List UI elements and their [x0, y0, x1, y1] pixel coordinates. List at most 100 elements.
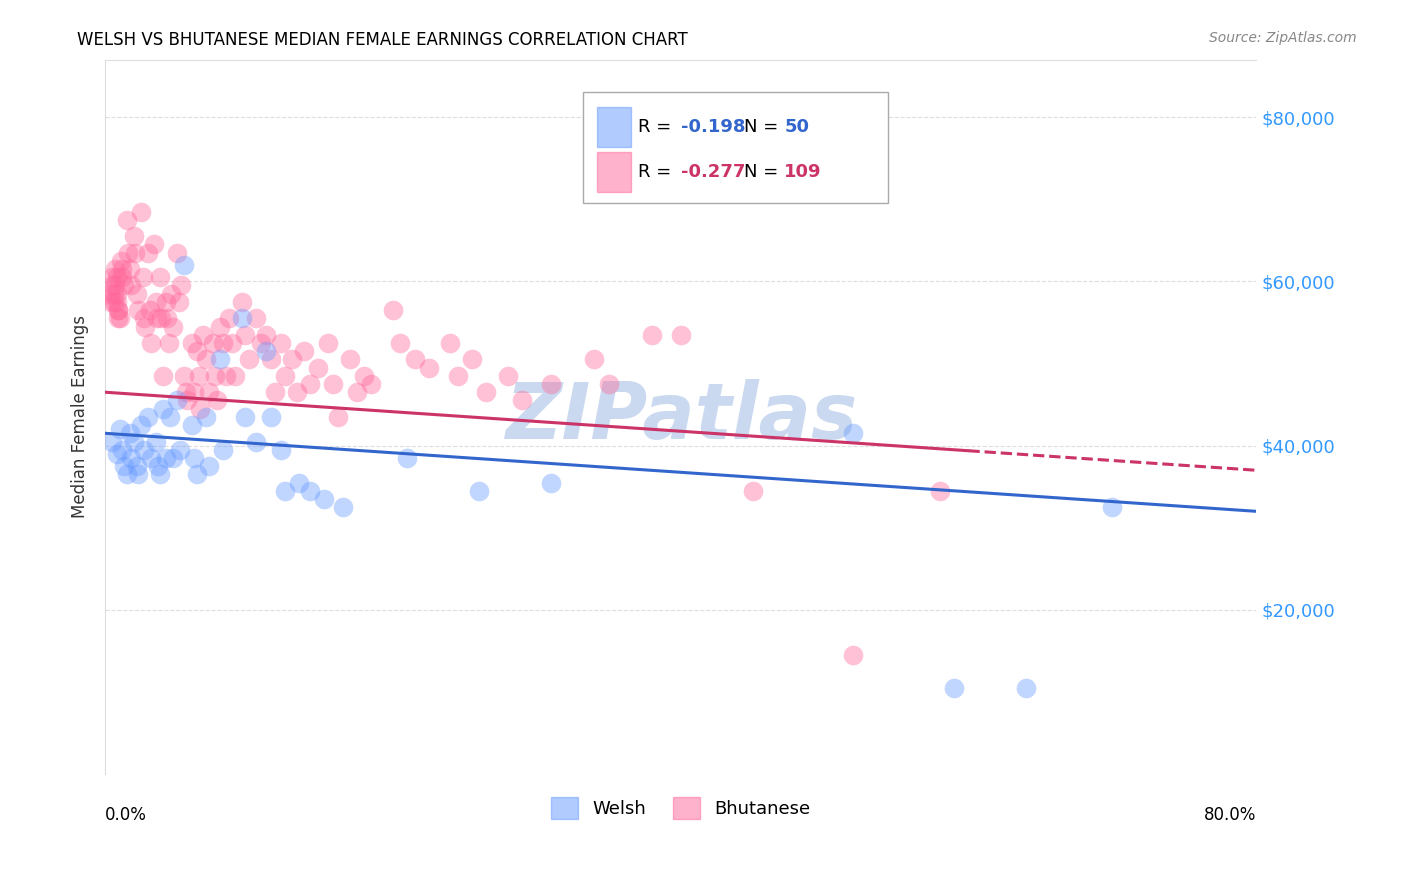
Point — [139, 303, 162, 318]
Point — [170, 278, 193, 293]
Text: 0.0%: 0.0% — [105, 806, 148, 824]
Point — [221, 335, 243, 350]
Point — [209, 319, 232, 334]
Point — [120, 278, 142, 293]
Point — [328, 409, 350, 424]
Text: 109: 109 — [785, 163, 821, 181]
Point — [156, 311, 179, 326]
Text: 50: 50 — [785, 119, 810, 136]
Point — [540, 475, 562, 490]
Point — [111, 262, 134, 277]
Point — [281, 352, 304, 367]
Point — [270, 335, 292, 350]
Point — [641, 327, 664, 342]
Point — [173, 258, 195, 272]
Point — [159, 409, 181, 424]
Text: -0.198: -0.198 — [681, 119, 745, 136]
Point — [146, 311, 169, 326]
Point — [339, 352, 361, 367]
Point — [118, 426, 141, 441]
Point — [360, 377, 382, 392]
Point — [298, 483, 321, 498]
Point — [669, 327, 692, 342]
Point — [198, 459, 221, 474]
Point — [346, 385, 368, 400]
Point — [260, 352, 283, 367]
Point — [274, 368, 297, 383]
Point — [209, 352, 232, 367]
Point — [233, 409, 256, 424]
Point — [249, 335, 271, 350]
Point — [100, 294, 122, 309]
Point — [108, 311, 131, 326]
Point — [842, 426, 865, 441]
Point — [132, 311, 155, 326]
Point — [141, 335, 163, 350]
Point — [132, 442, 155, 457]
Point — [312, 491, 335, 506]
Point — [468, 483, 491, 498]
Point — [101, 270, 124, 285]
Point — [943, 681, 966, 695]
Point — [298, 377, 321, 392]
Legend: Welsh, Bhutanese: Welsh, Bhutanese — [544, 789, 818, 826]
Point — [107, 303, 129, 318]
Point — [186, 344, 208, 359]
Point — [1101, 500, 1123, 515]
Text: R =: R = — [638, 163, 678, 181]
Text: N =: N = — [744, 163, 785, 181]
Point — [396, 450, 419, 465]
Point — [127, 467, 149, 482]
Text: 80.0%: 80.0% — [1204, 806, 1256, 824]
Point — [107, 311, 129, 326]
Point — [389, 335, 412, 350]
Point — [166, 245, 188, 260]
Point — [245, 311, 267, 326]
Point — [166, 393, 188, 408]
Point — [101, 434, 124, 449]
Point — [194, 352, 217, 367]
Point — [447, 368, 470, 383]
Point — [212, 335, 235, 350]
Text: Source: ZipAtlas.com: Source: ZipAtlas.com — [1209, 31, 1357, 45]
Point — [174, 385, 197, 400]
Point — [215, 368, 238, 383]
Point — [112, 278, 135, 293]
Point — [212, 442, 235, 457]
Point — [418, 360, 440, 375]
Point — [207, 393, 229, 408]
Point — [292, 344, 315, 359]
Point — [105, 286, 128, 301]
Point — [404, 352, 426, 367]
Point — [108, 422, 131, 436]
Point — [194, 409, 217, 424]
Point — [238, 352, 260, 367]
Point — [122, 229, 145, 244]
Point — [461, 352, 484, 367]
Point — [274, 483, 297, 498]
Point — [157, 335, 180, 350]
Point — [254, 327, 277, 342]
Point — [167, 294, 190, 309]
Point — [307, 360, 329, 375]
Point — [285, 385, 308, 400]
Point — [512, 393, 534, 408]
Point — [105, 447, 128, 461]
Point — [204, 368, 226, 383]
Point — [183, 450, 205, 465]
Point — [134, 319, 156, 334]
Point — [101, 278, 124, 293]
Point — [173, 368, 195, 383]
Point — [264, 385, 287, 400]
Point — [233, 327, 256, 342]
Point — [104, 262, 127, 277]
Point — [162, 450, 184, 465]
Point — [169, 442, 191, 457]
Point — [103, 286, 125, 301]
Point — [155, 294, 177, 309]
Point — [188, 401, 211, 416]
Bar — [596, 107, 631, 147]
Point — [127, 303, 149, 318]
Point — [186, 467, 208, 482]
Point — [125, 286, 148, 301]
